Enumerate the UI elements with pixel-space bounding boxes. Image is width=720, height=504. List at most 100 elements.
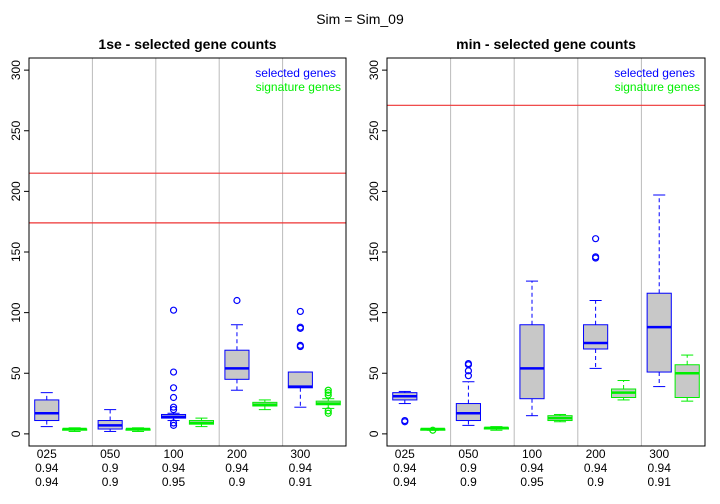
x-category-label: 200 bbox=[227, 447, 247, 461]
y-tick-label: 250 bbox=[9, 120, 23, 140]
box-iqr bbox=[674, 364, 700, 399]
box-selected-genes-025 bbox=[34, 392, 60, 428]
box-selected-genes-100 bbox=[161, 306, 187, 429]
x-category-label: 100 bbox=[522, 447, 542, 461]
x-row2-label: 0.94 bbox=[584, 461, 608, 475]
box-signature-genes-100 bbox=[547, 413, 573, 423]
x-row2-label: 0.94 bbox=[289, 461, 313, 475]
outlier-point bbox=[401, 418, 409, 426]
box-iqr bbox=[583, 324, 609, 350]
x-row3-label: 0.94 bbox=[393, 475, 417, 489]
x-category-label: 300 bbox=[290, 447, 310, 461]
box-selected-genes-050 bbox=[455, 359, 481, 426]
outlier-point bbox=[324, 386, 332, 394]
x-category-label: 050 bbox=[458, 447, 478, 461]
y-tick-label: 100 bbox=[367, 302, 381, 322]
legend-selected-genes: selected genes bbox=[255, 66, 336, 80]
x-row3-label: 0.91 bbox=[289, 475, 313, 489]
outlier-point bbox=[296, 307, 304, 316]
outlier-point bbox=[464, 372, 473, 380]
x-row2-label: 0.9 bbox=[460, 461, 477, 475]
y-tick-label: 300 bbox=[367, 60, 381, 80]
box-signature-genes-200 bbox=[252, 399, 278, 411]
x-category-label: 200 bbox=[586, 447, 606, 461]
y-tick-label: 50 bbox=[9, 366, 23, 380]
y-tick-label: 0 bbox=[9, 430, 23, 437]
x-row2-label: 0.9 bbox=[102, 461, 119, 475]
box-signature-genes-200 bbox=[611, 380, 637, 401]
box-signature-genes-300 bbox=[315, 386, 341, 417]
box-selected-genes-100 bbox=[519, 280, 545, 417]
box-signature-genes-050 bbox=[125, 427, 151, 432]
outlier-point bbox=[592, 235, 600, 243]
box-selected-genes-200 bbox=[583, 235, 609, 369]
outlier-point bbox=[233, 296, 241, 305]
box-selected-genes-300 bbox=[287, 307, 313, 408]
x-category-label: 025 bbox=[395, 447, 415, 461]
x-row2-label: 0.94 bbox=[225, 461, 249, 475]
x-row3-label: 0.91 bbox=[648, 475, 672, 489]
outlier-point bbox=[296, 324, 304, 332]
x-row2-label: 0.94 bbox=[520, 461, 544, 475]
box-signature-genes-025 bbox=[62, 427, 88, 432]
panel-1se: 1se - selected gene counts05010015020025… bbox=[9, 36, 347, 489]
box-signature-genes-025 bbox=[420, 426, 446, 434]
x-category-label: 300 bbox=[649, 447, 669, 461]
outlier-point bbox=[169, 393, 178, 402]
outlier-point bbox=[324, 407, 332, 415]
x-row3-label: 0.94 bbox=[35, 475, 59, 489]
x-row3-label: 0.9 bbox=[460, 475, 477, 489]
outlier-point bbox=[324, 391, 332, 399]
box-selected-genes-025 bbox=[392, 390, 418, 426]
x-row2-label: 0.94 bbox=[648, 461, 672, 475]
box-selected-genes-300 bbox=[646, 194, 672, 388]
box-iqr bbox=[224, 349, 250, 380]
box-signature-genes-100 bbox=[188, 417, 214, 428]
x-row3-label: 0.9 bbox=[587, 475, 604, 489]
x-row3-label: 0.9 bbox=[102, 475, 119, 489]
x-row2-label: 0.94 bbox=[35, 461, 59, 475]
box-selected-genes-200 bbox=[224, 296, 250, 391]
y-tick-label: 0 bbox=[367, 430, 381, 437]
outlier-point bbox=[592, 254, 600, 262]
y-tick-label: 250 bbox=[367, 120, 381, 140]
x-row3-label: 0.95 bbox=[520, 475, 544, 489]
x-category-label: 100 bbox=[164, 447, 184, 461]
box-iqr bbox=[519, 324, 545, 400]
outlier-point bbox=[169, 384, 178, 392]
y-tick-label: 300 bbox=[9, 60, 23, 80]
legend-signature-genes: signature genes bbox=[256, 80, 341, 94]
outlier-point bbox=[296, 342, 304, 351]
outlier-point bbox=[169, 419, 178, 427]
x-category-label: 050 bbox=[100, 447, 120, 461]
outlier-point bbox=[169, 306, 178, 314]
legend-signature-genes: signature genes bbox=[615, 80, 700, 94]
panel-min: min - selected gene counts05010015020025… bbox=[367, 36, 706, 489]
plot-frame bbox=[28, 57, 347, 447]
figure-title: Sim = Sim_09 bbox=[316, 11, 404, 27]
x-row2-label: 0.94 bbox=[393, 461, 417, 475]
outlier-point bbox=[169, 368, 178, 376]
box-iqr bbox=[34, 399, 60, 422]
outlier-point bbox=[464, 367, 473, 375]
panel-title: min - selected gene counts bbox=[456, 36, 636, 52]
y-tick-label: 50 bbox=[367, 366, 381, 380]
box-signature-genes-300 bbox=[674, 354, 700, 402]
outlier-point bbox=[324, 389, 332, 397]
y-tick-label: 150 bbox=[367, 242, 381, 262]
outlier-point bbox=[169, 403, 178, 411]
x-row2-label: 0.94 bbox=[162, 461, 186, 475]
outlier-point bbox=[324, 409, 332, 417]
plot-frame bbox=[386, 57, 706, 447]
y-tick-label: 150 bbox=[9, 242, 23, 262]
panel-title: 1se - selected gene counts bbox=[98, 36, 276, 52]
x-row3-label: 0.95 bbox=[162, 475, 186, 489]
x-row3-label: 0.9 bbox=[229, 475, 246, 489]
outlier-point bbox=[169, 406, 178, 414]
y-tick-label: 100 bbox=[9, 302, 23, 322]
legend-selected-genes: selected genes bbox=[614, 66, 695, 80]
box-signature-genes-050 bbox=[483, 426, 509, 431]
outlier-point bbox=[429, 426, 437, 434]
y-tick-label: 200 bbox=[9, 181, 23, 201]
